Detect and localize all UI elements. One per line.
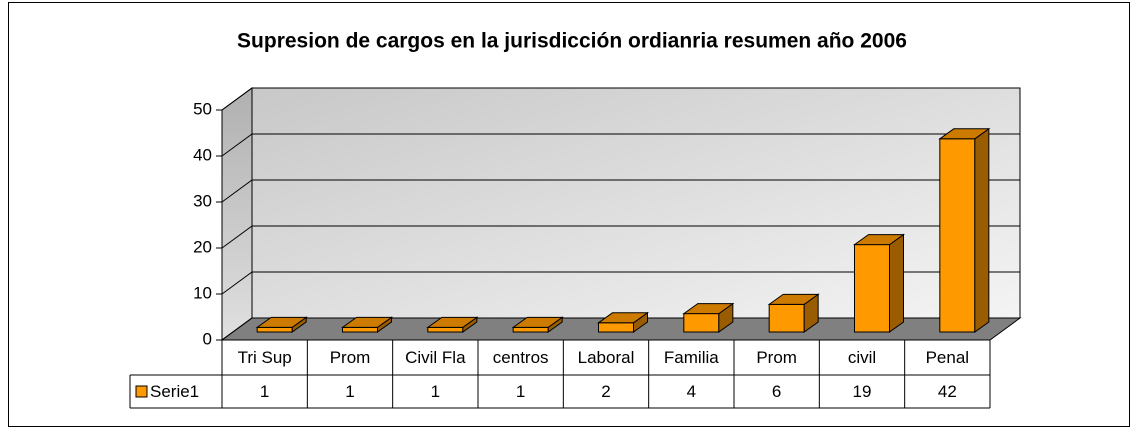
- table-value: 19: [853, 382, 872, 401]
- x-tick-label: Laboral: [578, 348, 635, 367]
- bar: [427, 326, 464, 333]
- x-tick-label: Civil Fla: [405, 348, 466, 367]
- x-tick-label: Familia: [664, 348, 719, 367]
- y-tick-label: 30: [193, 191, 212, 210]
- bar: [854, 244, 890, 333]
- grid-line: [221, 87, 1020, 111]
- bar-side: [974, 127, 990, 333]
- bar: [939, 138, 976, 333]
- bar-top: [767, 293, 820, 305]
- table-value: 1: [431, 382, 440, 401]
- bar-top: [340, 316, 394, 328]
- back-wall: [251, 87, 1021, 319]
- bar-top: [682, 303, 735, 315]
- table-value: 6: [772, 382, 781, 401]
- bar: [768, 303, 805, 333]
- bar: [256, 326, 293, 333]
- bar-top: [426, 316, 479, 328]
- bar-side: [889, 233, 904, 333]
- bar-top: [938, 128, 991, 140]
- x-tick-label: Penal: [926, 348, 969, 367]
- bar-top: [596, 312, 650, 324]
- grid-line: [221, 133, 1020, 157]
- bar: [342, 326, 378, 333]
- y-tick-label: 20: [193, 237, 212, 256]
- x-tick-label: civil: [848, 348, 876, 367]
- grid-line: [221, 317, 1020, 341]
- y-tick-label: 50: [193, 99, 212, 118]
- x-tick-label: Tri Sup: [238, 348, 292, 367]
- table-value: 42: [938, 382, 957, 401]
- y-tick-label: 40: [193, 145, 212, 164]
- grid-line: [221, 271, 1020, 295]
- table-value: 4: [687, 382, 696, 401]
- y-tick-label: 0: [203, 329, 212, 348]
- grid-line: [221, 179, 1020, 203]
- legend-label: Serie1: [150, 382, 199, 401]
- table-value: 1: [516, 382, 525, 401]
- table-value: 1: [260, 382, 269, 401]
- chart-title: Supresion de cargos en la jurisdicción o…: [237, 30, 907, 53]
- bar: [683, 313, 720, 333]
- bar: [512, 326, 549, 333]
- side-wall: [221, 87, 253, 341]
- bar-top: [852, 234, 906, 246]
- grid-line: [221, 225, 1020, 249]
- legend-key: [135, 385, 148, 398]
- table-value: 1: [345, 382, 354, 401]
- bar: [598, 322, 634, 333]
- bar-top: [255, 316, 308, 328]
- x-tick-label: Prom: [330, 348, 371, 367]
- y-tick-label: 10: [193, 283, 212, 302]
- table-value: 2: [601, 382, 610, 401]
- x-tick-label: centros: [493, 348, 549, 367]
- bar-top: [511, 316, 564, 328]
- x-tick-label: Prom: [756, 348, 797, 367]
